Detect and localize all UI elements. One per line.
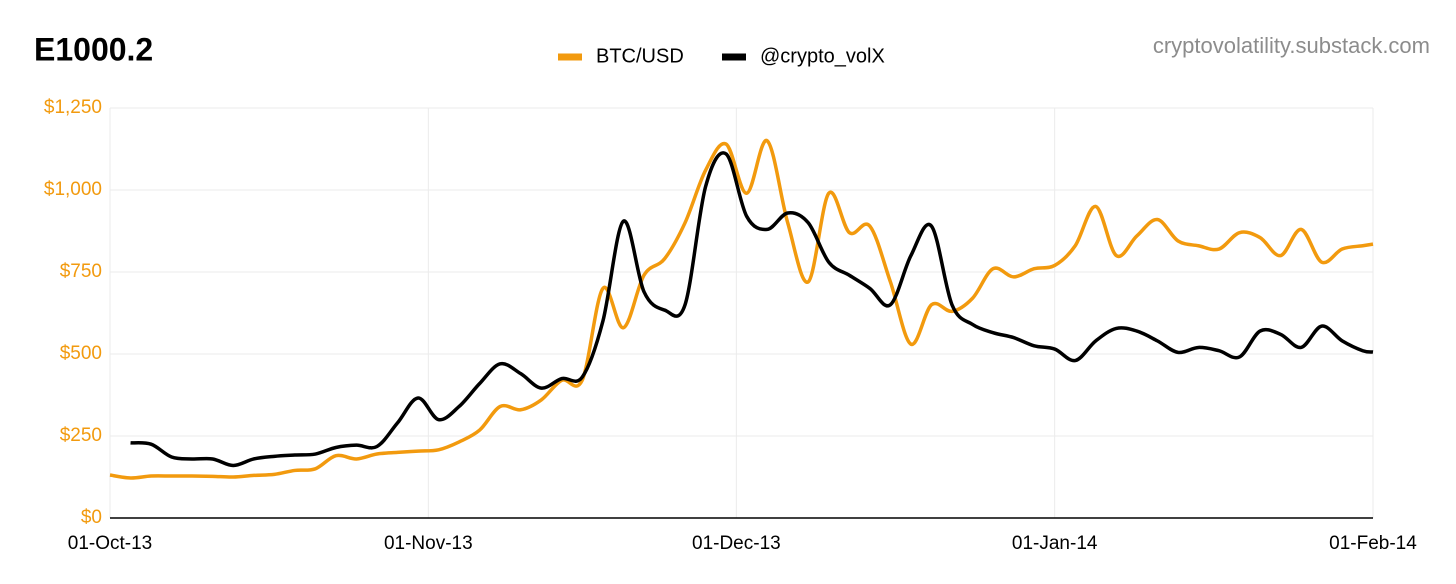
x-tick-label: 01-Nov-13 bbox=[384, 533, 473, 554]
x-tick-label: 01-Dec-13 bbox=[692, 533, 781, 554]
chart-title: E1000.2 bbox=[34, 31, 153, 67]
y-tick-label: $0 bbox=[81, 507, 102, 528]
legend-label: @crypto_volX bbox=[760, 45, 885, 67]
x-tick-label: 01-Jan-14 bbox=[1012, 533, 1098, 554]
y-tick-label: $1,000 bbox=[44, 179, 102, 200]
line-series bbox=[130, 151, 1374, 468]
x-tick-label: 01-Oct-13 bbox=[68, 533, 152, 554]
y-tick-label: $500 bbox=[60, 343, 102, 364]
legend-label: BTC/USD bbox=[596, 45, 684, 67]
source: cryptovolatility.substack.com bbox=[1153, 33, 1430, 58]
y-tick-label: $250 bbox=[60, 425, 102, 446]
y-tick-label: $750 bbox=[60, 261, 102, 282]
y-tick-label: $1,250 bbox=[44, 97, 102, 118]
line-series bbox=[109, 139, 1374, 480]
x-tick-label: 01-Feb-14 bbox=[1329, 533, 1417, 554]
